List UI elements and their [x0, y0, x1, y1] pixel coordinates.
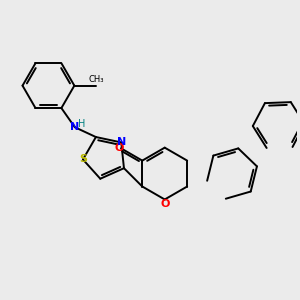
Text: O: O — [160, 200, 169, 209]
Text: CH₃: CH₃ — [88, 76, 104, 85]
Text: H: H — [78, 119, 86, 129]
Text: O: O — [114, 143, 124, 153]
Text: S: S — [79, 154, 87, 164]
Text: N: N — [117, 137, 126, 147]
Text: N: N — [70, 122, 80, 132]
